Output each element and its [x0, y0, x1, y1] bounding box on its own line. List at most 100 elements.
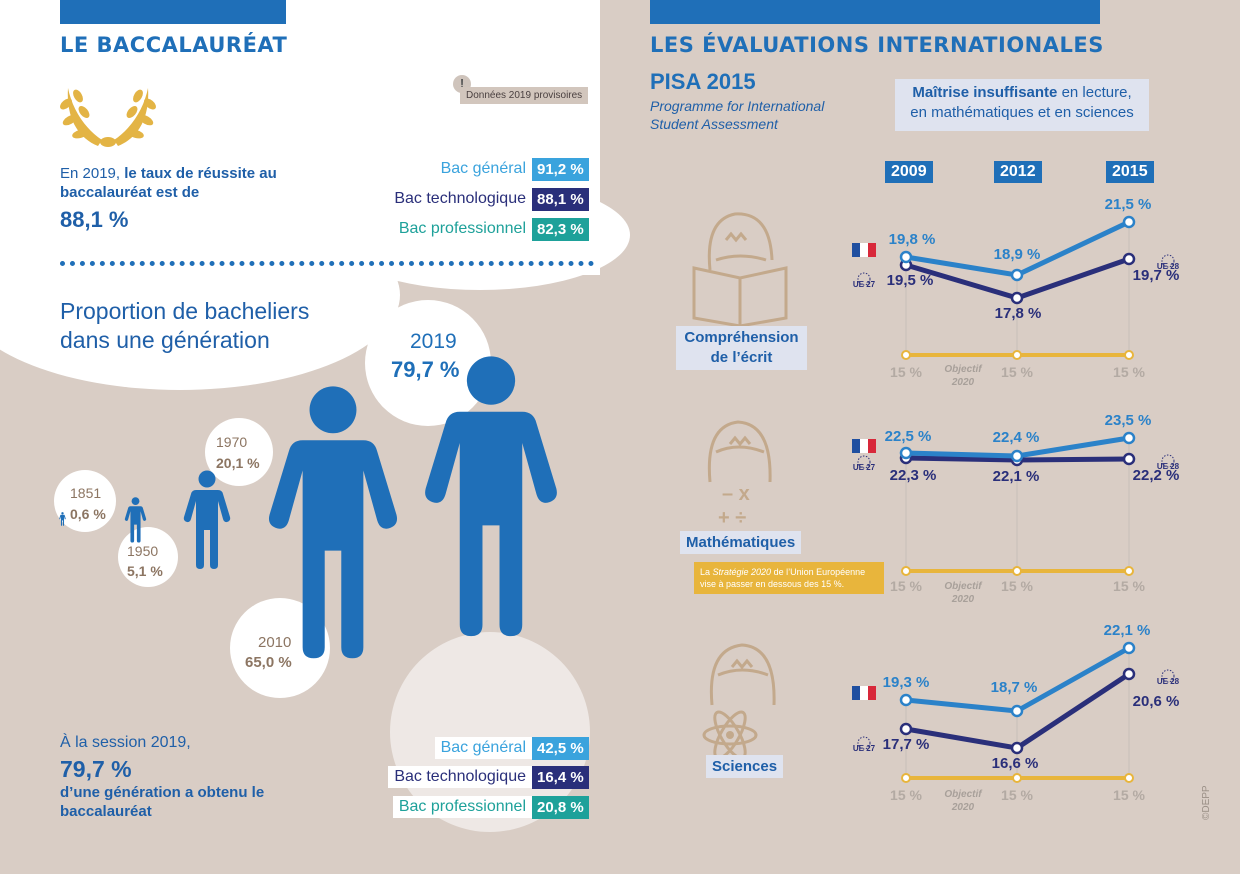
chart1-objective-point-0: [901, 566, 911, 576]
chart1-point-ue-2: [1122, 452, 1136, 466]
circle-1970: [205, 418, 273, 486]
session-text: À la session 2019,: [60, 734, 191, 751]
chart2-objective-label-2: 15 %: [1113, 787, 1145, 803]
session-value: 79,7 %: [60, 756, 132, 782]
svg-text:– x: – x: [722, 483, 750, 505]
chart1-label-france-0: 22,5 %: [885, 428, 932, 445]
value-2010: 65,0 %: [245, 654, 292, 671]
subject-label-math: Mathématiques: [680, 531, 802, 554]
chart0-label-france-0: 19,8 %: [889, 231, 936, 248]
success-label-pro: Bac professionnel: [392, 218, 532, 240]
success-value-techno: 88,1 %: [532, 188, 589, 211]
chart0-objective-point-1: [1012, 350, 1022, 360]
chart0-flag-red: [868, 243, 876, 257]
session-text-2: d’une génération a obtenu le baccalauréa…: [60, 784, 265, 820]
right-title: LES ÉVALUATIONS INTERNATIONALES: [650, 33, 1104, 57]
chart0-ue28-stars-icon: [1161, 254, 1175, 268]
chart0-objective-label-2: 15 %: [1113, 364, 1145, 380]
chart2-label-ue-0: 17,7 %: [883, 736, 930, 753]
session-value-techno: 16,4 %: [532, 766, 589, 789]
chart1-ue28-stars-icon: [1161, 454, 1175, 468]
reading-person-icon: [692, 212, 788, 328]
left-title: LE BACCALAURÉAT: [60, 33, 288, 57]
subject-label-reading: Compréhension de l’écrit: [676, 326, 807, 370]
chart1-label-france-1: 22,4 %: [993, 429, 1040, 446]
strategy-note-part-1: La: [700, 567, 713, 577]
value-2019: 79,7 %: [391, 357, 460, 382]
pisa-subtitle: Programme for International Student Asse…: [650, 97, 824, 133]
chart2-objective-point-1: [1012, 773, 1022, 783]
session-value-general: 42,5 %: [532, 737, 589, 760]
strategy-note-part-2: de l’Union Européenne: [771, 567, 866, 577]
chart2-ue27: UE 27: [853, 744, 876, 753]
chart0-objective-label-0: 15 %: [890, 364, 922, 380]
chart1-ue27-stars-icon: [857, 455, 871, 469]
math-person-icon: – x + ÷: [707, 420, 772, 529]
proportion-title: Proportion de bacheliers dans une généra…: [60, 298, 310, 353]
chart1-point-france-0: [899, 446, 913, 460]
chart1-ue28: UE 28: [1157, 462, 1180, 471]
chart1-objective-label-1: 15 %: [1001, 578, 1033, 594]
chart0-point-france-1: [1010, 268, 1024, 282]
legend-box: Maîtrise insuffisante en lecture, en mat…: [895, 79, 1149, 131]
chart1-objective-point-1: [1012, 566, 1022, 576]
laurel-icon: [60, 88, 156, 147]
year-1970: 1970: [216, 434, 248, 450]
chart2-flag-red: [868, 686, 876, 700]
chart2-label-ue-1: 16,6 %: [992, 755, 1039, 772]
chart0-label-ue-0: 19,5 %: [887, 272, 934, 289]
value-1970: 20,1 %: [216, 455, 260, 471]
value-1950: 5,1 %: [127, 563, 163, 579]
session-label-general: Bac général: [434, 737, 532, 759]
right-title-bar: [650, 0, 1100, 24]
chart2-point-ue-1: [1010, 741, 1024, 755]
strategy-note-italic: Stratégie 2020: [712, 567, 772, 577]
chart0-point-ue-1: [1010, 291, 1024, 305]
success-label-techno: Bac technologique: [388, 188, 532, 210]
session-value-pro: 20,8 %: [532, 796, 589, 819]
chart0-objective-point-2: [1124, 350, 1134, 360]
chart2-objective-year: 2020: [951, 802, 975, 813]
pisa-subtitle-line-2: Student Assessment: [650, 116, 778, 132]
chart1-flag-blue: [852, 439, 860, 453]
chart2-label-france-1: 18,7 %: [991, 679, 1038, 696]
chart2-objective-label-0: 15 %: [890, 787, 922, 803]
chart2-label-ue-2: 20,6 %: [1133, 693, 1180, 710]
chart1-label-france-2: 23,5 %: [1105, 412, 1152, 429]
year-box-2012: 2012: [994, 161, 1042, 183]
chart2-label-france-2: 22,1 %: [1104, 622, 1151, 639]
chart0-objective-label-1: 15 %: [1001, 364, 1033, 380]
chart0-label-france-2: 21,5 %: [1105, 196, 1152, 213]
chart1-objective-label-2: 15 %: [1113, 578, 1145, 594]
chart2-point-ue-0: [899, 722, 913, 736]
chart2-point-france-2: [1122, 641, 1136, 655]
subject-label-science: Sciences: [706, 755, 784, 778]
chart0-point-france-2: [1122, 215, 1136, 229]
chart1-point-france-1: [1010, 449, 1024, 463]
chart2-ue28: UE 28: [1157, 677, 1180, 686]
legend-bold: Maîtrise insuffisante: [912, 84, 1058, 101]
chart1-flag-red: [868, 439, 876, 453]
chart0-ue27-stars-icon: [857, 272, 871, 286]
year-1950: 1950: [127, 543, 159, 559]
legend-rest-2: en mathématiques et en sciences: [910, 104, 1134, 121]
pisa-title: PISA 2015: [650, 69, 756, 94]
chart2-point-ue-2: [1122, 667, 1136, 681]
strategy-note: La Stratégie 2020 de l’Union Européenne …: [694, 562, 884, 594]
year-2019: 2019: [410, 330, 457, 353]
chart0-label-ue-2: 19,7 %: [1133, 267, 1180, 284]
success-value-pro: 82,3 %: [532, 218, 589, 241]
chart2-ue28-stars-icon: [1161, 669, 1175, 683]
session-label-pro: Bac professionnel: [392, 796, 532, 818]
success-text: En 2019, le taux de réussite au baccalau…: [60, 165, 277, 201]
success-value: 88,1 %: [60, 207, 129, 232]
chart2-flag-blue: [852, 686, 860, 700]
chart1-objective-year: 2020: [951, 594, 975, 605]
copyright: ©DEPP: [1201, 785, 1212, 820]
chart1-objective-point-2: [1124, 566, 1134, 576]
circle-1950: [118, 527, 178, 587]
chart1-objective-label-0: 15 %: [890, 578, 922, 594]
chart2-point-france-1: [1010, 704, 1024, 718]
chart0-flag-white: [860, 243, 868, 257]
